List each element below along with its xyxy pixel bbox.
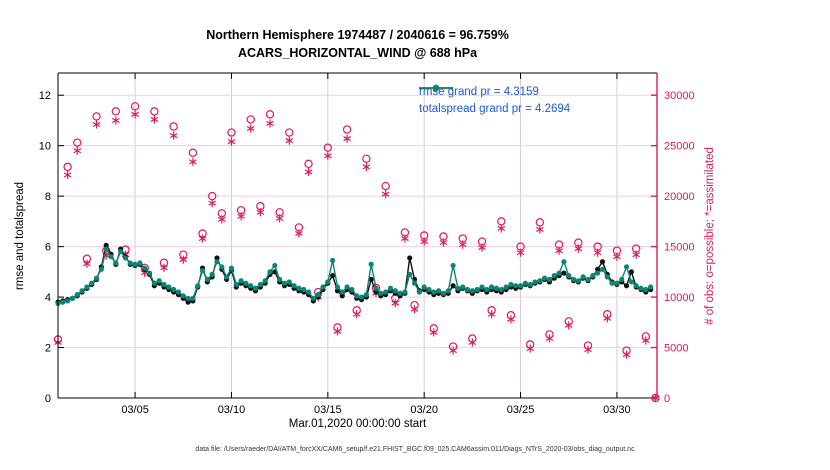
- svg-text:10000: 10000: [664, 292, 695, 304]
- data-file-path: data file: /Users/raeder/DAI/ATM_forcXX/…: [195, 446, 635, 453]
- totalspread-series: [55, 246, 654, 306]
- svg-text:03/10: 03/10: [218, 404, 246, 416]
- svg-text:30000: 30000: [664, 90, 695, 102]
- svg-text:2: 2: [45, 343, 51, 355]
- obs-count-markers: [53, 102, 660, 403]
- grid-lines: [58, 73, 657, 398]
- svg-text:10: 10: [39, 141, 51, 153]
- legend: rmse grand pr = 4.3159 totalspread grand…: [419, 83, 570, 117]
- svg-text:25000: 25000: [664, 141, 695, 153]
- svg-text:6: 6: [45, 242, 51, 254]
- svg-text:0: 0: [664, 393, 670, 405]
- chart-title-line1: Northern Hemisphere 1974487 / 2040616 = …: [206, 28, 509, 42]
- right-y-axis-label: # of obs: o=possible; *=assimilated: [704, 147, 716, 325]
- svg-text:03/05: 03/05: [121, 404, 149, 416]
- legend-label-totalspread: totalspread grand pr = 4.2694: [419, 102, 571, 115]
- left-y-axis-label: rmse and totalspread: [14, 181, 26, 291]
- svg-text:15000: 15000: [664, 242, 695, 254]
- totalspread-line-swatch: [419, 84, 453, 92]
- svg-text:5000: 5000: [664, 343, 688, 355]
- svg-text:03/30: 03/30: [603, 404, 631, 416]
- axes-box-and-ticks: [57, 72, 658, 399]
- svg-text:03/25: 03/25: [507, 404, 535, 416]
- svg-text:4: 4: [45, 292, 51, 304]
- svg-text:0: 0: [45, 393, 51, 405]
- svg-text:8: 8: [45, 191, 51, 203]
- svg-text:20000: 20000: [664, 191, 695, 203]
- x-axis-label: Mar.01,2020 00:00:00 start: [288, 418, 427, 430]
- svg-text:03/20: 03/20: [410, 404, 438, 416]
- svg-text:12: 12: [39, 90, 51, 102]
- chart-title-line2: ACARS_HORIZONTAL_WIND @ 688 hPa: [237, 46, 478, 60]
- legend-entry-totalspread: totalspread grand pr = 4.2694: [419, 84, 571, 117]
- tick-labels: 0 2 4 6 8 10 12 0 5000 10000 15000 20000 25000 30000 0…: [39, 90, 695, 416]
- svg-text:03/15: 03/15: [314, 404, 342, 416]
